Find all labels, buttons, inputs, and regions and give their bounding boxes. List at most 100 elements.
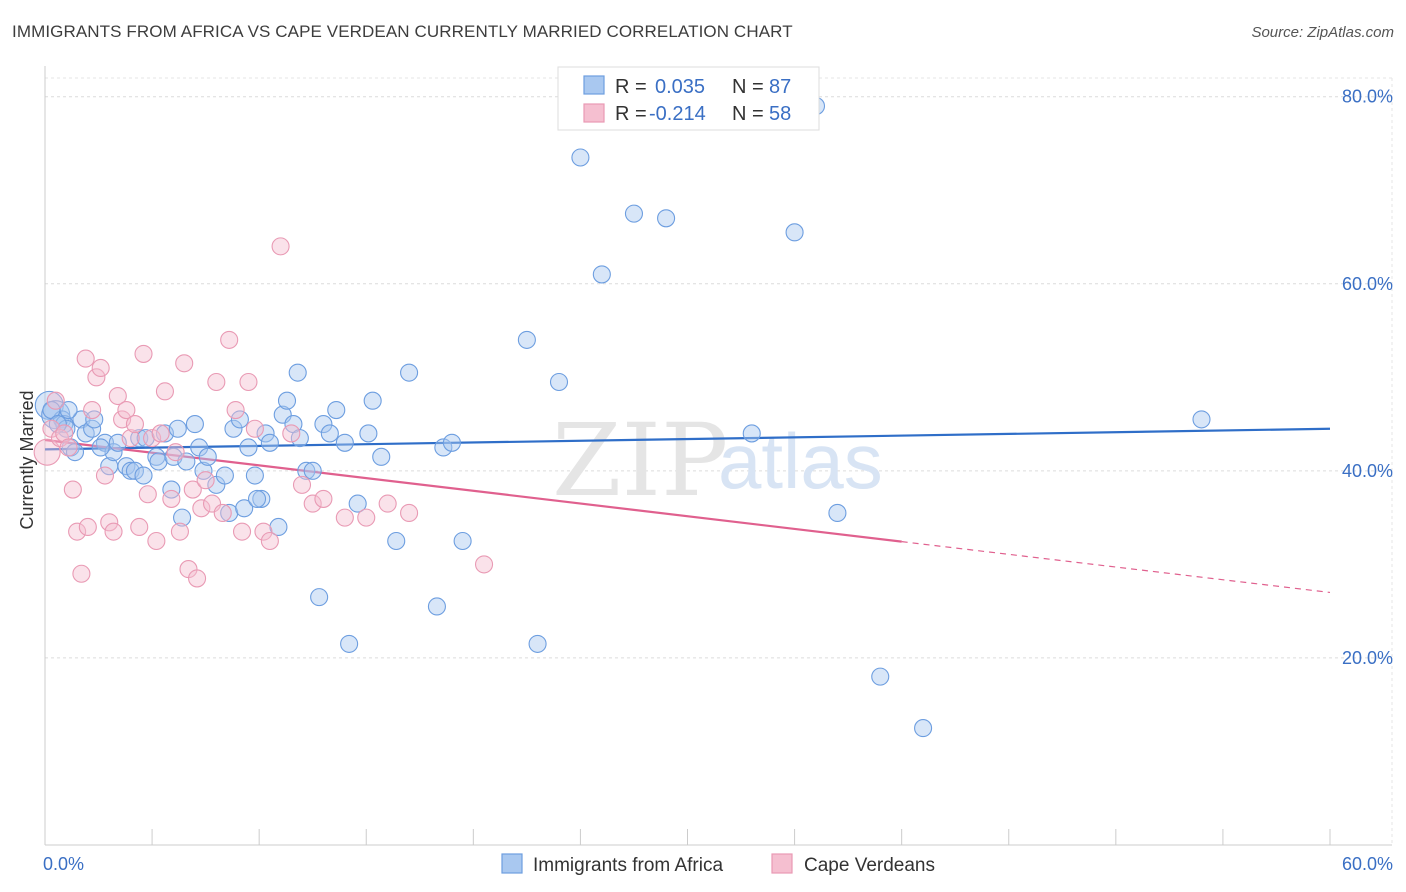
- point-africa: [215, 466, 234, 485]
- legend: R = 0.035 N = 87 R = -0.214 N = 58: [557, 66, 820, 131]
- axes: [44, 66, 1392, 846]
- point-africa: [320, 424, 339, 443]
- point-capeverde: [292, 475, 312, 494]
- tick-labels: 20.0% 40.0% 60.0% 80.0% 0.0% 60.0%: [43, 87, 1393, 874]
- point-capeverde: [151, 424, 170, 443]
- point-africa: [442, 433, 461, 452]
- point-africa: [125, 461, 144, 480]
- point-capeverde: [138, 485, 157, 504]
- bottom-legend-swatch-capeverde: [771, 853, 793, 874]
- point-capeverde: [335, 508, 354, 527]
- point-capeverde: [207, 372, 226, 392]
- point-capeverde: [183, 480, 202, 499]
- point-africa: [624, 204, 644, 223]
- point-capeverde: [400, 503, 419, 522]
- point-africa: [256, 424, 275, 443]
- legend-swatch-capeverde: [583, 103, 605, 123]
- watermark-zip: ZIP: [552, 402, 728, 519]
- point-africa: [235, 499, 254, 518]
- point-africa: [828, 503, 847, 522]
- point-capeverde: [76, 349, 95, 368]
- point-capeverde: [83, 401, 102, 420]
- point-capeverde: [121, 429, 140, 448]
- point-africa: [288, 363, 307, 382]
- point-africa: [517, 330, 536, 349]
- legend-n-value-2: 58: [769, 103, 791, 125]
- point-capeverde: [104, 522, 123, 541]
- point-africa: [297, 461, 316, 480]
- point-capeverde: [130, 517, 149, 537]
- data-points: [33, 97, 1211, 738]
- point-africa: [1192, 410, 1211, 429]
- x-tick-label: 60.0%: [1342, 854, 1393, 874]
- point-capeverde: [100, 513, 119, 532]
- point-africa: [168, 419, 187, 438]
- point-capeverde: [192, 499, 211, 518]
- point-capeverde: [59, 438, 78, 457]
- point-africa: [162, 480, 181, 499]
- point-capeverde: [239, 372, 258, 392]
- y-tick-label: 20.0%: [1342, 648, 1393, 668]
- point-africa: [303, 461, 322, 480]
- point-capeverde: [91, 358, 110, 378]
- trend-line-capeverde: [44, 438, 902, 543]
- y-axis-label: Currently Married: [17, 390, 37, 529]
- point-capeverde: [254, 522, 273, 541]
- legend-n-value-1: 87: [769, 76, 791, 98]
- point-africa: [453, 531, 472, 551]
- legend-r-label-1: R =: [615, 76, 647, 98]
- point-capeverde: [378, 494, 397, 513]
- point-africa: [427, 597, 446, 616]
- bottom-legend-swatch-africa: [501, 853, 523, 874]
- y-tick-label: 60.0%: [1342, 274, 1393, 294]
- point-africa: [363, 391, 382, 410]
- legend-r-label-2: R =: [615, 103, 647, 125]
- point-capeverde: [166, 443, 185, 462]
- point-capeverde: [474, 555, 494, 574]
- point-africa: [372, 447, 391, 466]
- point-africa: [198, 447, 217, 466]
- point-capeverde: [125, 415, 144, 434]
- point-capeverde: [245, 419, 264, 438]
- legend-r-value-2: -0.214: [649, 103, 706, 125]
- grid-lines: [45, 77, 1393, 845]
- point-africa: [571, 148, 590, 167]
- point-africa: [657, 209, 676, 228]
- trend-line-dashed-capeverde: [901, 541, 1331, 594]
- point-africa: [239, 438, 258, 457]
- watermark-atlas: atlas: [718, 417, 883, 505]
- point-capeverde: [232, 522, 252, 541]
- point-africa: [260, 433, 279, 452]
- point-africa: [247, 489, 267, 508]
- point-capeverde: [72, 564, 91, 583]
- point-capeverde: [220, 330, 239, 349]
- point-africa: [149, 452, 168, 471]
- point-africa: [400, 363, 419, 382]
- point-capeverde: [303, 494, 322, 513]
- point-africa: [914, 719, 933, 738]
- point-capeverde: [282, 424, 301, 443]
- point-africa: [224, 419, 243, 438]
- bottom-legend-capeverde: Cape Verdeans: [804, 855, 935, 876]
- point-africa: [230, 410, 249, 429]
- point-capeverde: [260, 531, 279, 551]
- point-capeverde: [87, 368, 106, 387]
- y-tick-label: 80.0%: [1342, 87, 1393, 107]
- point-africa: [335, 433, 354, 452]
- legend-n-label-2: N =: [732, 103, 764, 125]
- point-capeverde: [63, 480, 82, 499]
- point-africa: [327, 401, 346, 420]
- point-africa: [871, 667, 890, 686]
- point-africa: [173, 508, 192, 527]
- legend-swatch-africa: [583, 75, 605, 95]
- point-africa: [91, 438, 110, 457]
- point-africa: [387, 531, 406, 551]
- chart-title: IMMIGRANTS FROM AFRICA VS CAPE VERDEAN C…: [12, 22, 793, 41]
- point-capeverde: [162, 489, 181, 508]
- point-africa: [785, 223, 804, 242]
- bottom-legend: Immigrants from Africa Cape Verdeans: [501, 853, 935, 876]
- point-capeverde: [33, 438, 61, 466]
- point-capeverde: [68, 522, 87, 541]
- point-africa: [742, 424, 761, 443]
